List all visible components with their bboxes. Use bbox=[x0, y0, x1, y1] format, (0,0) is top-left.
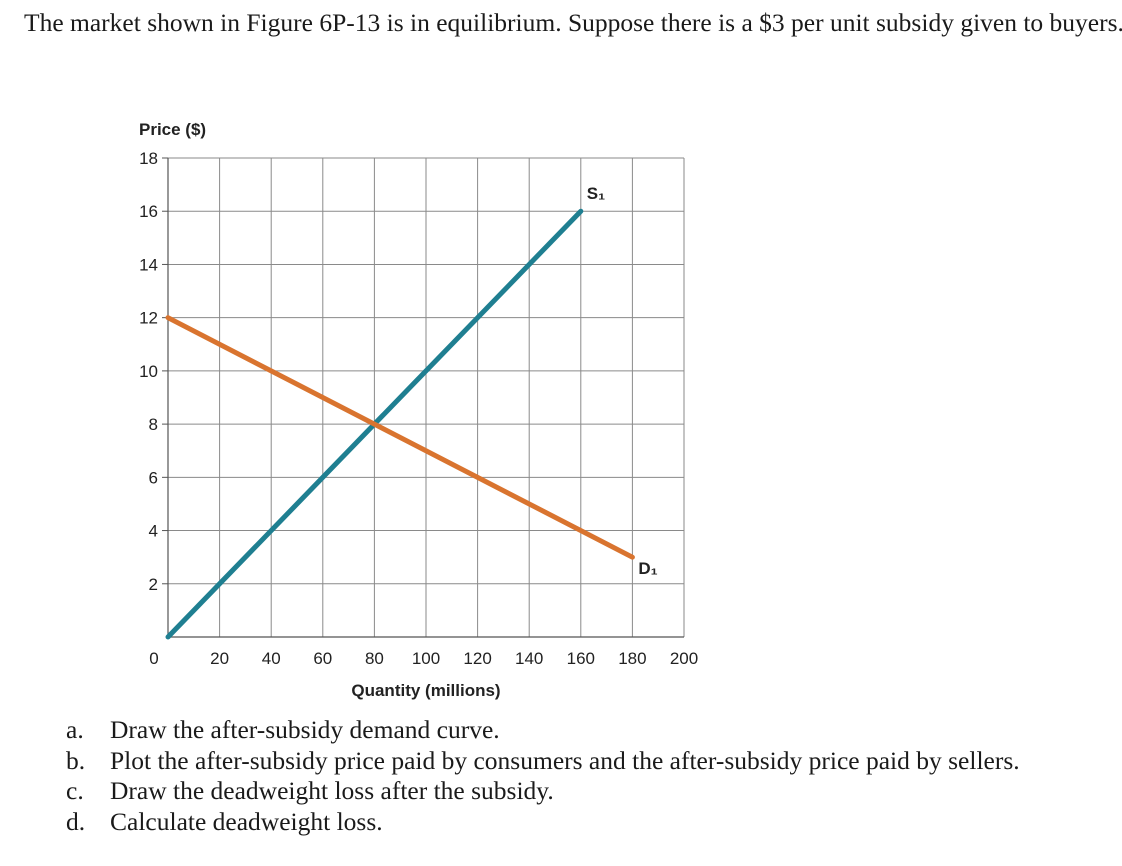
question-list: a. Draw the after-subsidy demand curve. b… bbox=[66, 715, 1020, 837]
question-text: Plot the after-subsidy price paid by con… bbox=[110, 745, 1020, 775]
question-text: Draw the after-subsidy demand curve. bbox=[110, 715, 500, 744]
y-tick-label: 6 bbox=[149, 468, 158, 487]
y-tick-label: 14 bbox=[139, 255, 158, 274]
grid bbox=[167, 157, 685, 638]
problem-prompt: The market shown in Figure 6P-13 is in e… bbox=[24, 8, 1122, 37]
x-tick-label: 60 bbox=[313, 649, 332, 668]
question-letter: a. bbox=[66, 715, 84, 744]
series: S₁ D₁ bbox=[165, 184, 658, 640]
x-tick-label: 140 bbox=[515, 649, 543, 668]
x-tick-label: 80 bbox=[365, 649, 384, 668]
x-tick-label: 120 bbox=[463, 649, 491, 668]
question-item: d. Calculate deadweight loss. bbox=[66, 807, 1020, 838]
tick-labels: 2 4 6 8 10 12 14 16 18 20 40 60 80 100 120 140 160 180 200 bbox=[139, 149, 698, 668]
question-text: Calculate deadweight loss. bbox=[110, 806, 383, 836]
x-tick-label: 160 bbox=[567, 649, 595, 668]
x-tick-label: 20 bbox=[210, 649, 229, 668]
x-tick-label: 40 bbox=[262, 649, 281, 668]
y-tick-label: 8 bbox=[149, 415, 158, 434]
question-letter: c. bbox=[66, 776, 84, 805]
x-tick-label: 200 bbox=[670, 649, 698, 668]
y-tick-label: 12 bbox=[139, 309, 158, 328]
question-letter: b. bbox=[66, 745, 86, 775]
question-text: Draw the deadweight loss after the subsi… bbox=[110, 776, 554, 805]
y-tick-label: 10 bbox=[139, 362, 158, 381]
question-item: b. Plot the after-subsidy price paid by c… bbox=[66, 746, 1020, 777]
y-tick-label-0: 0 bbox=[149, 649, 158, 668]
y-tick-label: 2 bbox=[149, 575, 158, 594]
question-letter: d. bbox=[66, 806, 86, 836]
x-tick-label: 180 bbox=[618, 649, 646, 668]
supply-curve-label: S₁ bbox=[587, 184, 605, 203]
x-axis-title: Quantity (millions) bbox=[351, 681, 500, 700]
question-item: a. Draw the after-subsidy demand curve. bbox=[66, 715, 1020, 746]
y-tick-label: 18 bbox=[139, 149, 158, 168]
x-tick-label: 100 bbox=[412, 649, 440, 668]
y-axis-title: Price ($) bbox=[139, 120, 206, 139]
y-tick-label: 16 bbox=[139, 202, 158, 221]
demand-curve bbox=[165, 315, 635, 560]
y-tick-label: 4 bbox=[149, 522, 158, 541]
question-item: c. Draw the deadweight loss after the sub… bbox=[66, 776, 1020, 807]
demand-curve-label: D₁ bbox=[638, 559, 657, 578]
